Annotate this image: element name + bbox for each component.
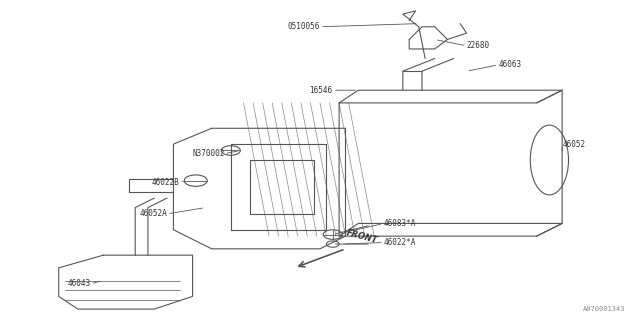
Text: 46063: 46063 bbox=[499, 60, 522, 69]
Text: 46043: 46043 bbox=[67, 279, 91, 288]
Text: 0510056: 0510056 bbox=[287, 22, 320, 31]
Text: 46083*A: 46083*A bbox=[384, 219, 416, 228]
Text: A070001343: A070001343 bbox=[584, 306, 626, 312]
Text: 46052: 46052 bbox=[562, 140, 585, 148]
Text: N370002: N370002 bbox=[192, 149, 225, 158]
Text: FRONT: FRONT bbox=[346, 229, 379, 246]
Text: 46022*A: 46022*A bbox=[384, 238, 416, 247]
Text: 46052A: 46052A bbox=[140, 209, 167, 219]
Text: 16546: 16546 bbox=[310, 86, 333, 95]
Text: 46022B: 46022B bbox=[152, 178, 180, 187]
Text: 22680: 22680 bbox=[467, 41, 490, 50]
